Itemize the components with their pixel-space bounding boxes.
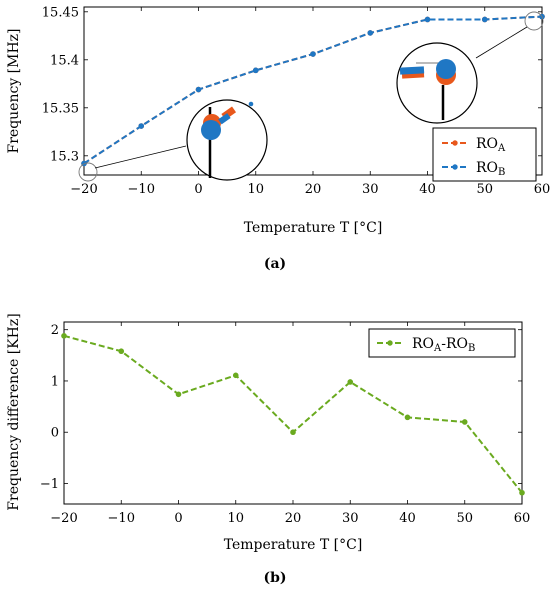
chart-a-x-ticks: −20 −10 0 10 20 30 40 50 60 — [70, 7, 550, 197]
chart-a-y-ticks: 15.3 15.35 15.4 15.45 — [42, 5, 542, 164]
zoom-connector — [475, 26, 528, 59]
chart-a-legend: ROA ROB — [432, 127, 537, 182]
zoom-connector — [94, 145, 187, 169]
chart-b-x-ticks: −20 −10 0 10 20 30 40 50 60 — [50, 322, 530, 526]
zoom-target-circle — [78, 162, 98, 182]
chart-b-series — [61, 333, 525, 496]
legend-marker-ro-b — [452, 164, 458, 170]
chart-b-x-tick-label: 30 — [342, 511, 359, 526]
legend-box — [432, 127, 537, 182]
chart-b-data-point-ro-a-ro-b — [175, 391, 182, 398]
chart-b-data-point-ro-a-ro-b — [347, 379, 354, 385]
chart-a-y-axis-label: Frequency [MHz] — [6, 28, 22, 153]
chart-a-data-point-ro-b — [195, 86, 202, 93]
legend-label-ro-a-ro-b: ROA-ROB — [412, 336, 475, 354]
legend-label-ro-a: ROA — [476, 136, 506, 154]
chart-a-x-tick-label: 0 — [194, 182, 202, 197]
legend-entry-ro-b: ROB — [442, 160, 505, 178]
chart-a-x-tick-label: 10 — [247, 182, 264, 197]
chart-b-data-point-ro-a-ro-b — [290, 429, 296, 436]
chart-b-y-tick-label: 2 — [51, 323, 59, 338]
chart-a-y-tick-label: 15.3 — [50, 149, 79, 164]
chart-b-x-tick-label: 10 — [227, 511, 244, 526]
chart-b-y-axis-label: Frequency difference [KHz] — [6, 313, 22, 510]
chart-a-data-point-ro-b — [252, 67, 259, 74]
chart-a-y-tick-label: 15.45 — [42, 5, 79, 20]
chart-a-y-tick-label: 15.35 — [42, 101, 79, 116]
chart-a-data-point-ro-b — [138, 123, 145, 129]
zoom-lens-circle — [396, 42, 478, 124]
chart-a-x-tick-label: −20 — [70, 182, 97, 197]
chart-b-data-point-ro-a-ro-b — [404, 414, 411, 421]
chart-a-y-tick-label: 15.4 — [50, 53, 79, 68]
zoom-target-circle — [524, 11, 544, 31]
chart-b-y-tick-label: 1 — [51, 374, 59, 389]
legend-marker-ro-a — [452, 140, 458, 146]
chart-a-x-tick-label: 30 — [362, 182, 379, 197]
zoom-lens-mark-b — [399, 66, 425, 75]
zoom-lens-marker-b — [201, 120, 221, 140]
chart-a-data-point-ro-b — [367, 30, 374, 36]
chart-b-series-line-ro-a-ro-b — [63, 334, 523, 494]
chart-a-x-tick-label: 20 — [305, 182, 322, 197]
zoom-lens-stray-point — [248, 101, 254, 107]
chart-a: 15.3 15.35 15.4 15.45 −20 −10 0 10 20 30 40 50 60 — [6, 5, 550, 272]
chart-b-data-point-ro-a-ro-b — [461, 419, 468, 425]
chart-b-y-tick-label: 0 — [51, 426, 59, 441]
chart-b-data-point-ro-a-ro-b — [232, 372, 239, 379]
chart-b-x-tick-label: 20 — [285, 511, 302, 526]
chart-a-x-tick-label: 50 — [476, 182, 493, 197]
chart-b-x-tick-label: 0 — [174, 511, 182, 526]
chart-a-data-point-ro-b — [481, 16, 488, 23]
chart-a-series — [81, 13, 545, 167]
chart-a-zoom-inset-right — [396, 11, 544, 124]
chart-b-x-tick-label: 50 — [456, 511, 473, 526]
legend-entry-ro-a: ROA — [442, 136, 506, 154]
chart-b-x-axis-label: Temperature T [°C] — [224, 537, 363, 553]
chart-a-x-tick-label: 60 — [534, 182, 550, 197]
chart-a-zoom-inset-left — [78, 99, 268, 182]
chart-b-legend: ROA-ROB — [368, 328, 516, 358]
chart-b-x-tick-label: 60 — [514, 511, 531, 526]
chart-b-x-tick-label: −20 — [50, 511, 77, 526]
legend-box — [368, 328, 516, 358]
chart-a-data-point-ro-b — [424, 16, 431, 23]
chart-b-x-tick-label: 40 — [399, 511, 416, 526]
chart-b-y-tick-label: −1 — [40, 477, 59, 492]
zoom-lens-mark-b — [218, 113, 231, 125]
chart-b-panel-label: (b) — [263, 570, 286, 586]
chart-a-panel-label: (a) — [264, 256, 286, 272]
chart-b-y-ticks: −1 0 1 2 — [40, 323, 522, 492]
chart-a-data-point-ro-b — [310, 51, 316, 57]
zoom-lens-marker-b — [436, 59, 456, 79]
chart-b-data-point-ro-a-ro-b — [118, 348, 125, 355]
legend-marker-ro-a-ro-b — [387, 340, 393, 346]
legend-label-ro-b: ROB — [476, 160, 505, 178]
chart-a-x-tick-label: 40 — [419, 182, 436, 197]
chart-b-data-point-ro-a-ro-b — [519, 489, 525, 496]
chart-b-data-point-ro-a-ro-b — [61, 333, 67, 339]
chart-a-x-axis-label: Temperature T [°C] — [244, 220, 383, 236]
chart-b-x-tick-label: −10 — [108, 511, 135, 526]
chart-a-x-tick-label: −10 — [128, 182, 155, 197]
